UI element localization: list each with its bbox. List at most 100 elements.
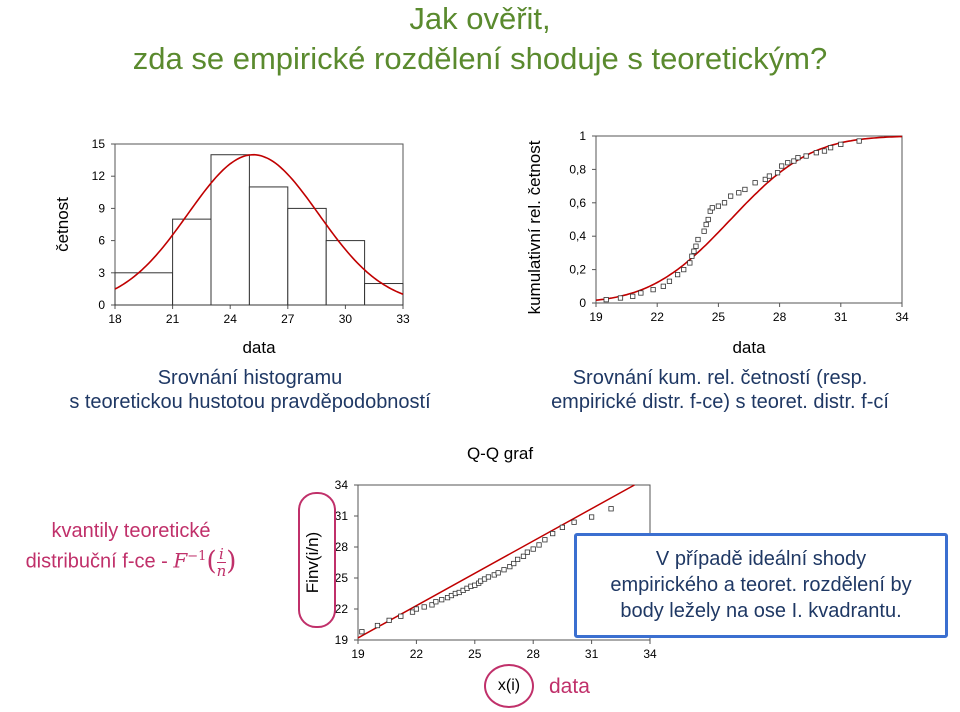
quantile-label: kvantily teoretické distribuční f-ce - F… xyxy=(0,518,262,579)
data-point xyxy=(638,290,644,296)
histogram-chart: 18 21 24 27 30 33 0 3 6 9 12 15 data četnost xyxy=(53,137,410,357)
data-point xyxy=(821,148,828,154)
x-tick-label: 33 xyxy=(396,312,410,326)
y-axis-label: kumulativní rel. četnost xyxy=(525,140,544,314)
x-tick-label: 19 xyxy=(351,647,365,661)
data-point xyxy=(774,170,781,176)
conclusion-callout: V případě ideální shody empirického a te… xyxy=(574,533,948,638)
data-point xyxy=(588,514,595,520)
x-tick-label: 25 xyxy=(468,647,482,661)
x-tick-label: 18 xyxy=(108,312,122,326)
formula-n: n xyxy=(216,561,227,580)
data-point xyxy=(536,542,542,548)
x-tick-label: 28 xyxy=(773,310,787,324)
cdf-curve xyxy=(595,135,902,301)
formula-F: F xyxy=(173,548,188,573)
data-point xyxy=(495,570,501,576)
x-axis-label: data xyxy=(242,338,276,357)
x-tick-label: 34 xyxy=(895,310,909,324)
data-point xyxy=(838,141,844,147)
formula-exponent: −1 xyxy=(187,549,207,564)
data-point xyxy=(524,549,530,555)
y-axis-label: Finv(i/n) xyxy=(303,532,322,593)
cdf-caption-line1: Srovnání kum. rel. četností (resp. xyxy=(572,367,868,389)
data-point xyxy=(511,560,517,567)
data-point xyxy=(766,173,772,179)
x-tick-label: 19 xyxy=(589,310,603,324)
y-tick-label: 3 xyxy=(98,266,105,280)
x-tick-label: 27 xyxy=(281,312,295,326)
data-point xyxy=(501,567,507,573)
data-point xyxy=(507,564,513,570)
plot-frame xyxy=(595,135,903,304)
data-point xyxy=(689,253,695,259)
data-point xyxy=(687,260,693,266)
y-tick-label: 1 xyxy=(579,129,586,143)
cdf-chart: 19 22 25 28 31 34 0 0,2 0,4 0,6 0,8 1 data kumulativn… xyxy=(525,129,909,357)
data-point xyxy=(550,530,556,537)
y-tick-label: 15 xyxy=(92,137,106,151)
y-tick-label: 9 xyxy=(98,201,105,215)
histogram-bar xyxy=(248,186,289,306)
data-point xyxy=(803,153,809,159)
data-point xyxy=(398,613,404,619)
histogram-bar xyxy=(210,154,250,306)
data-point xyxy=(571,519,577,525)
y-tick-label: 0 xyxy=(579,296,586,310)
xi-label: x(i) xyxy=(484,664,534,708)
data-point xyxy=(650,287,656,293)
y-tick-label: 34 xyxy=(335,478,349,492)
data-point xyxy=(701,228,707,234)
data-point xyxy=(666,278,673,284)
data-point xyxy=(660,283,666,289)
data-point xyxy=(693,243,699,249)
data-point xyxy=(709,205,715,211)
qq-title: Q-Q graf xyxy=(466,444,534,463)
data-point xyxy=(791,158,797,164)
y-axis-label: četnost xyxy=(53,197,72,252)
hist-caption-line1: Srovnání histogramu xyxy=(157,367,343,389)
data-point xyxy=(409,609,416,615)
quantile-label-line2: distribuční f-ce - xyxy=(25,550,174,573)
y-tick-label: 0,4 xyxy=(569,229,586,243)
data-point xyxy=(691,248,697,254)
data-point xyxy=(779,163,785,169)
data-point xyxy=(762,176,768,183)
data-point xyxy=(728,193,734,199)
y-tick-label: 31 xyxy=(335,509,349,523)
y-tick-label: 0,6 xyxy=(569,196,586,210)
x-tick-label: 31 xyxy=(834,310,848,324)
y-tick-label: 6 xyxy=(98,234,105,248)
histogram-bar xyxy=(114,272,174,306)
data-point xyxy=(681,266,687,273)
x-tick-label: 31 xyxy=(585,647,599,661)
data-point xyxy=(530,546,536,552)
data-point xyxy=(386,617,392,623)
data-point xyxy=(630,293,636,299)
x-tick-label: 21 xyxy=(166,312,180,326)
callout-line3: body ležely na ose I. kvadrantu. xyxy=(620,600,902,622)
reference-line xyxy=(357,484,635,639)
data-point xyxy=(374,622,381,629)
y-tick-label: 12 xyxy=(92,169,106,183)
data-point xyxy=(705,216,711,223)
slide-title-line1: Jak ověřit, xyxy=(409,1,551,36)
data-point xyxy=(617,295,624,301)
y-tick-label: 0,8 xyxy=(569,162,586,176)
finv-highlight-ellipse xyxy=(298,492,336,628)
quantile-label-line1: kvantily teoretické xyxy=(51,520,211,542)
y-tick-label: 28 xyxy=(335,540,349,554)
y-tick-label: 0 xyxy=(98,298,105,312)
qq-chart: 19 22 25 28 31 34 19 22 25 28 31 34 Finv(i/n) xyxy=(303,478,657,661)
data-point xyxy=(742,186,748,193)
data-point xyxy=(559,524,566,530)
data-point xyxy=(813,150,819,156)
y-tick-label: 0,2 xyxy=(569,263,586,277)
slide-title-line2: zda se empirické rozdělení shoduje s teo… xyxy=(132,41,828,76)
x-tick-label: 34 xyxy=(643,647,657,661)
data-point xyxy=(542,537,548,543)
hist-caption-line2: s teoretickou hustotou pravděpodobností xyxy=(69,391,431,413)
x-tick-label: 24 xyxy=(224,312,238,326)
data-point xyxy=(736,190,742,196)
data-point xyxy=(695,236,701,243)
